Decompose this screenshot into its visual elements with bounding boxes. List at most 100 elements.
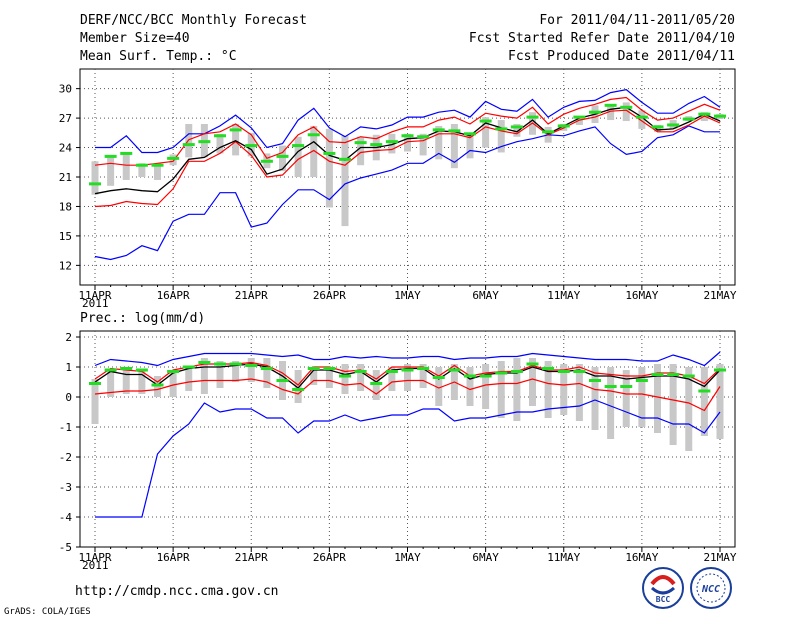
box-bar [138,163,146,177]
box-bar [341,364,349,394]
y-tick-label: 27 [59,112,72,125]
box-bar [404,133,411,152]
temperature-lines [94,88,721,261]
x-tick-label: 21APR [235,289,268,302]
median-mark [682,374,695,378]
x-tick-label: 21APR [235,551,268,564]
x-tick-label: 26APR [313,289,346,302]
y-tick-label: 0 [65,391,72,404]
bcc-logo-text: BCC [656,595,671,604]
box-bar [607,104,615,121]
median-mark [542,130,555,134]
box-bar [669,364,677,445]
box-bar [216,133,224,154]
median-mark [370,143,383,147]
median-mark [495,127,508,131]
median-mark [589,110,601,114]
median-mark [682,117,695,121]
median-mark [198,140,211,144]
median-mark [401,134,414,138]
median-mark [167,156,180,160]
y-tick-label: 30 [59,83,72,96]
median-mark [417,367,430,370]
x-tick-label: 11APR [78,551,111,564]
median-mark [385,140,398,144]
box-bar [513,123,521,137]
median-mark [323,151,336,155]
median-mark [432,128,445,132]
box-bar [466,132,474,159]
precipitation-x-ticks: 11APR 16APR 21APR 26APR 1MAY 6MAY 11MAY 16MAY 21… [78,547,737,564]
box-bar [544,361,552,418]
box-bar [419,364,427,388]
box-bar [122,367,130,394]
x-tick-label: 26APR [313,551,346,564]
median-mark [464,132,476,136]
median-mark [214,134,226,138]
member-size: Member Size=40 [80,31,190,46]
box-bar [91,379,99,424]
box-bar [154,163,161,180]
box-bar [200,358,208,394]
median-mark [698,112,711,116]
median-mark [667,373,680,376]
median-mark [104,368,117,372]
x-tick-label: 1MAY [394,551,421,564]
y-tick-label: 12 [59,259,72,272]
y-tick-label: 2 [65,331,72,344]
median-mark [260,367,273,370]
source-url[interactable]: http://cmdp.ncc.cma.gov.cn [75,584,279,599]
box-bar [575,117,583,125]
series-line-max [95,88,721,154]
median-mark [635,379,648,382]
median-mark [370,382,383,385]
box-bar [622,370,630,427]
box-bar [685,367,693,451]
box-bar [591,367,599,430]
box-bar [232,123,240,156]
box-bar [310,367,318,385]
median-mark [245,364,258,367]
box-bar [169,370,177,397]
temperature-panel: 12 15 18 21 24 27 30 11APR 16APR 21APR 26APR 1MAY 6… [59,68,737,310]
box-bar [122,152,130,180]
median-mark [182,143,195,147]
box-bar [91,161,99,195]
box-bar [435,125,443,160]
x-tick-label: 21MAY [703,289,736,302]
median-mark [385,370,398,373]
median-mark [557,370,570,373]
box-bar [279,145,286,172]
median-mark [292,388,305,391]
box-bar [232,361,240,382]
box-bar [450,123,458,169]
box-bar [482,117,490,148]
median-mark [526,115,539,119]
box-bar [482,364,490,409]
temperature-medians [89,103,726,186]
y-tick-label: -1 [59,421,72,434]
median-mark [495,371,508,375]
box-bar [497,120,505,153]
median-mark [464,374,476,378]
median-mark [104,154,117,158]
median-mark [573,115,586,119]
median-mark [245,144,258,148]
x-tick-label: 11MAY [547,551,580,564]
y-tick-label: -3 [59,481,72,494]
median-mark [589,379,601,382]
median-mark [557,124,570,128]
box-bar [388,367,396,391]
started-date: Fcst Started Refer Date 2011/04/10 [469,31,735,46]
box-bar [654,364,661,433]
median-mark [635,115,648,119]
box-bar [247,358,255,382]
series-line-max-member [94,96,721,166]
y-tick-label: -4 [59,511,73,524]
temperature-year-label: 2011 [82,297,109,310]
box-bar [107,370,115,397]
box-bar [513,358,521,421]
series-line-max-member [94,361,721,386]
median-mark [510,125,523,129]
